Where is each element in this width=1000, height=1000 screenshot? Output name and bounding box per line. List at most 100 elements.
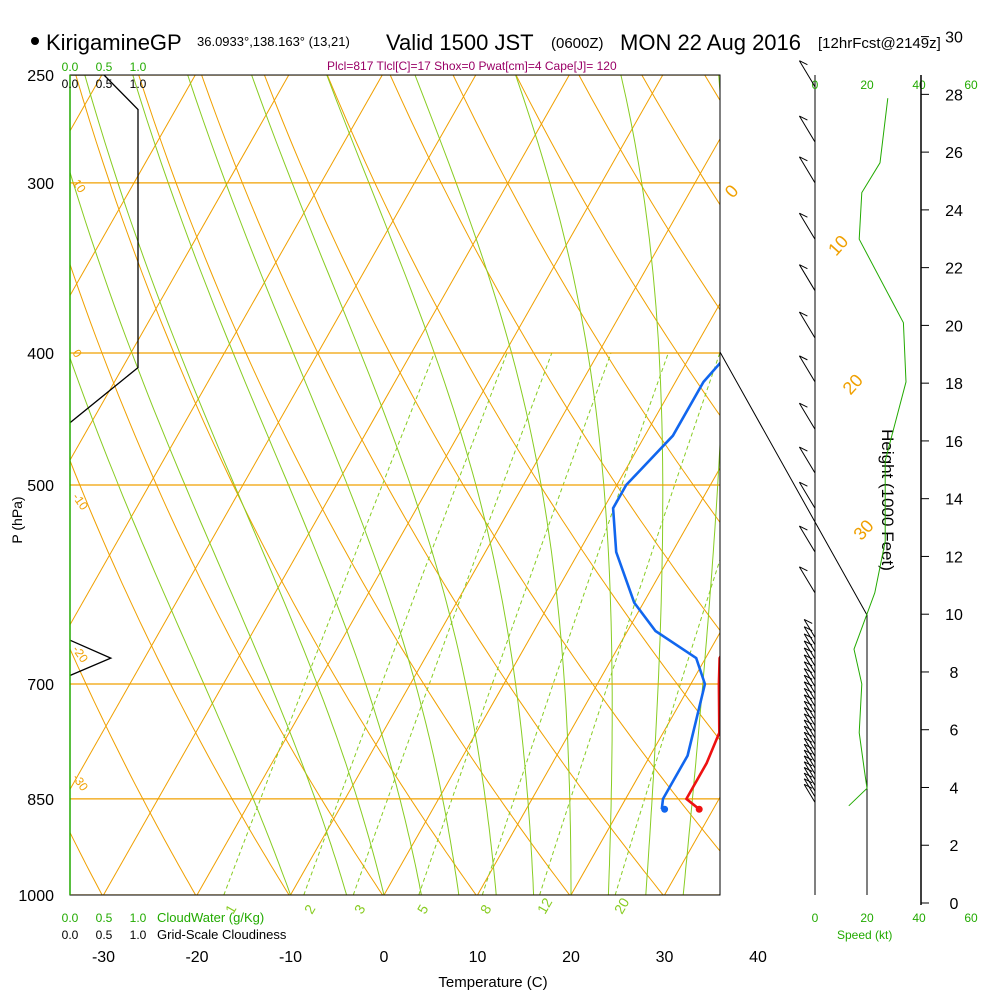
wind-barb-flag	[803, 713, 813, 719]
wind-barb-staff	[803, 725, 816, 745]
temperature-tick-label: 10	[469, 949, 487, 966]
wind-barb	[798, 264, 816, 291]
dry-adiabat-label: -30	[70, 771, 92, 794]
wind-barb	[798, 115, 816, 143]
wind-barb-flag	[799, 481, 808, 487]
y-axis-label: P (hPa)	[9, 496, 25, 543]
wind-barb-flag	[799, 60, 808, 66]
valid-time: Valid 1500 JST	[386, 30, 534, 55]
height-tick-label: 0	[950, 896, 959, 913]
mixing-ratio-line	[614, 558, 720, 895]
isotherm-line	[70, 75, 290, 462]
cloudwater-label: CloudWater (g/Kg)	[157, 910, 264, 925]
height-tick-label: 4	[950, 780, 959, 797]
wind-barb	[803, 725, 816, 745]
dry-adiabat-line	[956, 75, 1000, 895]
wind-barb	[803, 687, 816, 707]
pressure-tick-label: 300	[27, 176, 54, 193]
wind-barb-staff	[798, 481, 816, 509]
wind-barb-flag	[803, 681, 813, 687]
height-tick-label: 16	[945, 434, 963, 451]
pressure-tick-label: 1000	[18, 888, 54, 905]
wind-barb-staff	[803, 749, 816, 769]
dry-adiabat-label: -10	[70, 490, 92, 513]
dry-adiabat-line	[831, 75, 1000, 895]
wind-barb-staff	[803, 681, 816, 701]
temperature-tick-label: 30	[656, 949, 674, 966]
wind-barb-flag	[803, 674, 813, 680]
speed-label: Speed (kt)	[837, 928, 892, 942]
wind-barb	[798, 60, 816, 87]
wind-barb-staff	[803, 661, 816, 681]
plot-area	[70, 75, 1000, 895]
wind-barb	[803, 755, 816, 775]
temperature-tick-label: -10	[279, 949, 302, 966]
wind-barb-staff	[803, 772, 816, 792]
wind-barb	[798, 525, 816, 553]
dry-adiabat-line	[75, 75, 477, 895]
isotherm-line	[70, 75, 196, 297]
wind-barb-flag	[803, 755, 813, 761]
wind-barb-staff	[803, 626, 816, 645]
dry-adiabat-line	[138, 75, 570, 895]
dry-adiabat-label: 0	[70, 347, 85, 361]
cloudiness-tick-bottom: 0.0	[62, 928, 79, 942]
moist-adiabat-line	[251, 75, 497, 895]
forecast-info: [12hrFcst@2149z]	[818, 35, 941, 52]
pressure-tick-label: 250	[27, 68, 54, 85]
height-tick-label: 10	[945, 607, 963, 624]
wind-barb-flag	[799, 156, 808, 162]
moist-adiabat-line	[414, 75, 572, 895]
wind-barb-staff	[803, 755, 816, 775]
pressure-tick-label: 850	[27, 792, 54, 809]
speed-tick-bottom: 40	[912, 911, 926, 925]
mixing-ratio-label: 12	[534, 895, 556, 917]
wind-barb-flag	[803, 719, 813, 725]
moist-adiabat-line	[132, 75, 422, 895]
moist-adiabats	[70, 75, 720, 895]
cloudiness-tick-top: 1.0	[130, 77, 147, 91]
wind-barb-staff	[798, 525, 816, 553]
mixing-ratio-line	[481, 352, 669, 895]
cloudiness-tick-bottom: 1.0	[130, 928, 147, 942]
height-tick-label: 14	[945, 492, 963, 509]
cloudwater-tick-top: 1.0	[130, 60, 147, 74]
wind-barb-staff	[798, 311, 816, 339]
dry-adiabat-line	[263, 75, 720, 852]
dry-adiabat-line	[70, 459, 290, 895]
wind-barb-flag	[803, 731, 813, 737]
wind-barb	[803, 674, 816, 694]
sounding-params: Plcl=817 Tlcl[C]=17 Shox=0 Pwat[cm]=4 Ca…	[327, 59, 617, 73]
isobars	[70, 75, 720, 895]
wind-barb	[803, 713, 816, 733]
wind-barb-staff	[798, 115, 816, 143]
wind-barb	[803, 681, 816, 701]
wind-barb-flag	[803, 687, 813, 693]
dry-adiabats	[70, 75, 1000, 895]
height-axis-label: Height (1000 Feet)	[878, 429, 897, 571]
wind-barb	[798, 481, 816, 509]
wind-barb-staff	[798, 446, 816, 474]
moist-adiabat-line	[620, 75, 664, 895]
wind-barb	[798, 566, 816, 594]
speed-tick-bottom: 20	[860, 911, 874, 925]
wind-barb	[803, 743, 816, 763]
wind-barb-staff	[803, 761, 816, 781]
dry-adiabat-line	[452, 75, 720, 524]
dry-adiabat-line	[893, 75, 1000, 895]
cloudwater-tick-top: 0.5	[96, 60, 113, 74]
moist-adiabat-line	[326, 75, 535, 895]
wind-barb-flag	[803, 761, 813, 767]
height-tick-label: 28	[945, 87, 963, 104]
wind-barb	[803, 749, 816, 769]
wind-barb-flag	[803, 749, 813, 755]
marker-dewpoint	[661, 805, 669, 813]
wind-barb	[798, 446, 816, 474]
station-name: KirigamineGP	[46, 30, 182, 55]
wind-barb-staff	[798, 566, 816, 594]
isotherm-label: 20	[839, 370, 867, 398]
cloudiness-tick-top: 0.0	[62, 77, 79, 91]
wind-barb	[803, 731, 816, 751]
